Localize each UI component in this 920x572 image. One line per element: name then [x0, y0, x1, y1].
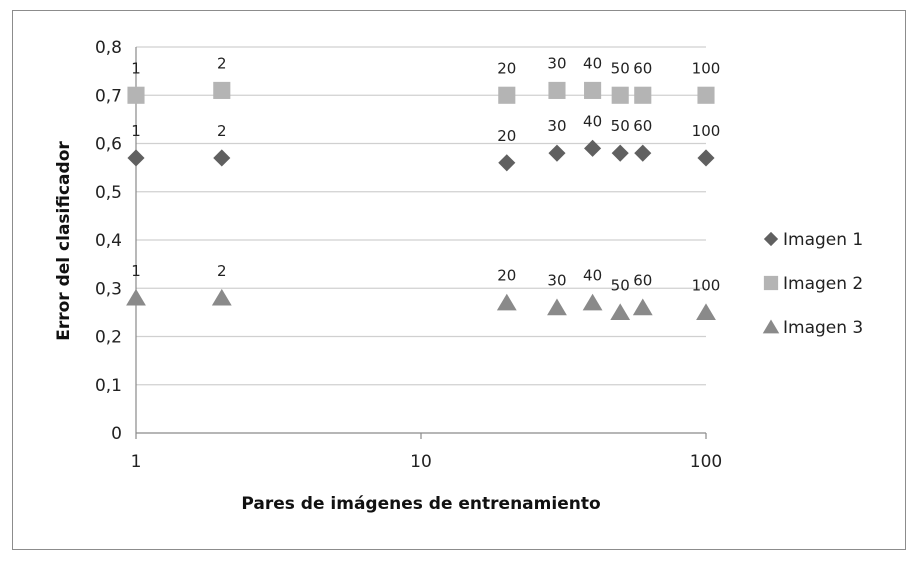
data-point-square	[611, 86, 629, 104]
legend-marker-triangle	[762, 319, 780, 334]
data-points	[126, 81, 716, 321]
data-label: 100	[692, 276, 721, 294]
y-tick-label: 0,6	[95, 135, 122, 155]
legend-label: Imagen 3	[783, 318, 863, 338]
y-tick-label: 0,2	[95, 328, 122, 348]
scatter-chart: 1 10 100 0 0,1 0,2 0,3 0,4 0,5 0,6 0,7 0,8 1 2 20 30 4…	[54, 38, 863, 514]
data-label: 2	[217, 262, 227, 280]
legend-marker-diamond	[763, 231, 779, 247]
data-label: 20	[497, 127, 516, 145]
data-label: 50	[611, 276, 630, 294]
data-label: 1	[131, 59, 141, 77]
gridlines	[136, 46, 706, 386]
legend-item: Imagen 3	[762, 318, 863, 338]
data-point-triangle	[547, 298, 567, 316]
data-label: 100	[692, 59, 721, 77]
x-tick-label: 1	[131, 452, 142, 472]
data-point-square	[127, 86, 145, 104]
data-point-diamond	[498, 154, 516, 172]
data-label: 2	[217, 122, 227, 140]
data-point-square	[213, 81, 231, 99]
y-axis-title: Error del clasificador	[54, 141, 74, 341]
data-point-diamond	[127, 149, 145, 167]
y-tick-label: 0,7	[95, 86, 122, 106]
data-label: 60	[633, 59, 652, 77]
legend-label: Imagen 2	[783, 274, 863, 294]
data-point-triangle	[126, 288, 146, 306]
data-label: 60	[633, 117, 652, 135]
data-point-triangle	[211, 288, 232, 306]
y-tick-label: 0,8	[95, 38, 122, 58]
data-label: 1	[131, 122, 141, 140]
data-point-triangle	[496, 293, 517, 311]
data-label: 50	[611, 117, 630, 135]
data-label: 100	[692, 122, 721, 140]
data-point-diamond	[548, 144, 566, 162]
data-point-square	[498, 86, 516, 104]
chart-frame: 1 10 100 0 0,1 0,2 0,3 0,4 0,5 0,6 0,7 0,8 1 2 20 30 4…	[12, 10, 906, 550]
x-tick-label: 10	[410, 452, 432, 472]
data-point-diamond	[697, 149, 715, 167]
data-label: 30	[547, 117, 566, 135]
y-tick-label: 0,3	[95, 279, 122, 299]
data-point-diamond	[213, 149, 231, 167]
data-point-square	[634, 86, 652, 104]
y-tick-label: 0,1	[95, 376, 122, 396]
x-axis-title: Pares de imágenes de entrenamiento	[241, 494, 600, 514]
y-tick-label: 0	[111, 424, 122, 444]
legend-label: Imagen 1	[783, 230, 863, 250]
data-point-triangle	[632, 298, 653, 316]
data-point-diamond	[611, 144, 629, 162]
y-tick-label: 0,4	[95, 231, 122, 251]
data-point-square	[697, 86, 715, 104]
data-label: 40	[583, 112, 602, 130]
data-point-triangle	[610, 303, 631, 321]
y-axis-ticks: 0 0,1 0,2 0,3 0,4 0,5 0,6 0,7 0,8	[95, 38, 122, 444]
data-point-diamond	[584, 139, 602, 157]
data-label: 60	[633, 272, 652, 290]
legend-marker-square	[763, 275, 779, 291]
data-label: 30	[547, 54, 566, 72]
data-label: 2	[217, 54, 227, 72]
data-label: 40	[583, 267, 602, 285]
y-tick-label: 0,5	[95, 183, 122, 203]
data-label: 1	[131, 262, 141, 280]
legend: Imagen 1 Imagen 2 Imagen 3	[762, 230, 863, 338]
data-point-triangle	[582, 293, 603, 311]
data-label: 20	[497, 267, 516, 285]
data-point-diamond	[634, 144, 652, 162]
x-axis-ticks: 1 10 100	[131, 433, 722, 472]
data-label: 50	[611, 59, 630, 77]
data-point-triangle	[696, 303, 716, 321]
data-label: 40	[583, 54, 602, 72]
data-point-square	[548, 81, 566, 99]
x-tick-label: 100	[690, 452, 722, 472]
data-label: 20	[497, 59, 516, 77]
data-label: 30	[547, 272, 566, 290]
legend-item: Imagen 2	[763, 274, 863, 294]
data-point-square	[584, 81, 602, 99]
legend-item: Imagen 1	[763, 230, 863, 250]
